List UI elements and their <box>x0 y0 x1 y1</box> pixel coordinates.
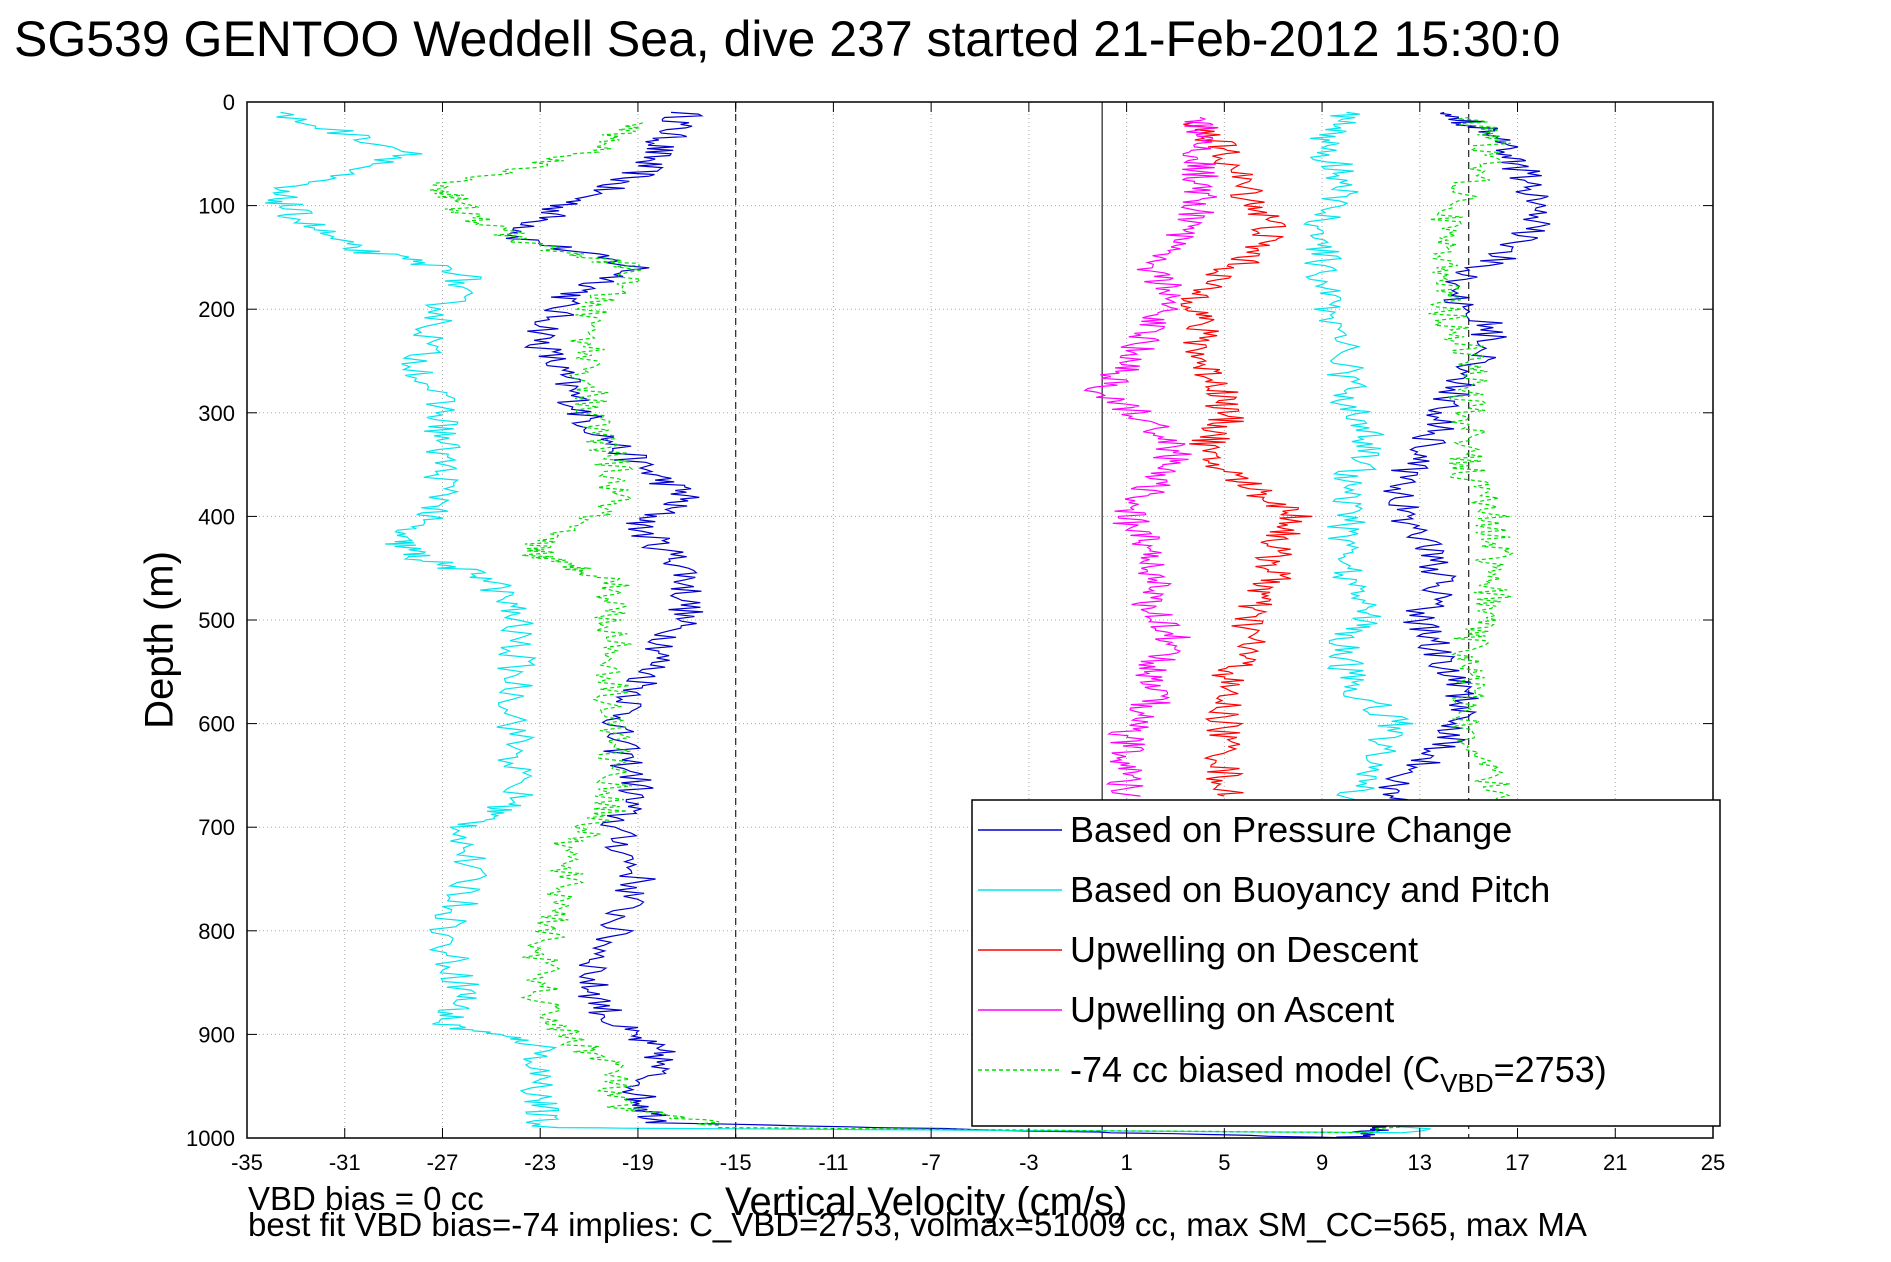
y-axis-label: Depth (m) <box>137 551 182 729</box>
y-tick-label: 300 <box>198 401 235 426</box>
x-axis-label: Vertical Velocity (cm/s) <box>725 1180 1128 1224</box>
legend-label: Upwelling on Descent <box>1070 929 1418 970</box>
y-tick-label: 1000 <box>186 1126 235 1151</box>
legend-label: -74 cc biased model (CVBD=2753) <box>1070 1049 1607 1098</box>
y-tick-label: 600 <box>198 712 235 737</box>
legend-label: Upwelling on Ascent <box>1070 989 1394 1030</box>
x-tick-label: -7 <box>921 1150 941 1175</box>
series-line <box>1083 116 1219 797</box>
y-tick-label: 500 <box>198 608 235 633</box>
x-tick-label: -27 <box>427 1150 459 1175</box>
series-line <box>265 111 1431 1134</box>
y-tick-label: 700 <box>198 815 235 840</box>
legend: Based on Pressure Change Based on Buoyanc… <box>971 799 1721 1127</box>
y-tick-label: 400 <box>198 504 235 529</box>
x-tick-label: -35 <box>231 1150 263 1175</box>
legend-label: Based on Buoyancy and Pitch <box>1070 869 1550 910</box>
chart-title: SG539 GENTOO Weddell Sea, dive 237 start… <box>14 11 1561 67</box>
x-tick-label: 9 <box>1316 1150 1328 1175</box>
x-tick-label: 5 <box>1218 1150 1230 1175</box>
series-line <box>1180 122 1313 797</box>
x-tick-label: 21 <box>1603 1150 1627 1175</box>
y-tick-label: 900 <box>198 1022 235 1047</box>
legend-box <box>971 799 1721 1127</box>
x-tick-label: 17 <box>1505 1150 1529 1175</box>
x-tick-label: -23 <box>524 1150 556 1175</box>
x-tick-label: 13 <box>1408 1150 1432 1175</box>
x-tick-label: 1 <box>1120 1150 1132 1175</box>
x-tick-label: 25 <box>1701 1150 1725 1175</box>
y-tick-label: 0 <box>223 90 235 115</box>
series-group <box>265 111 1551 1138</box>
y-tick-label: 200 <box>198 297 235 322</box>
series-line <box>430 116 1514 1134</box>
series-line <box>505 111 1551 1138</box>
y-tick-label: 100 <box>198 194 235 219</box>
footer-vbd-bias: VBD bias = 0 cc <box>248 1180 484 1217</box>
x-tick-label: -11 <box>818 1150 848 1175</box>
x-tick-label: -3 <box>1019 1150 1039 1175</box>
x-tick-label: -19 <box>622 1150 654 1175</box>
x-tick-label: -15 <box>720 1150 752 1175</box>
x-tick-label: -31 <box>329 1150 361 1175</box>
legend-label: Based on Pressure Change <box>1070 809 1512 850</box>
footer-best-fit: best fit VBD bias=-74 implies: C_VBD=275… <box>248 1206 1587 1243</box>
y-tick-label: 800 <box>198 919 235 944</box>
